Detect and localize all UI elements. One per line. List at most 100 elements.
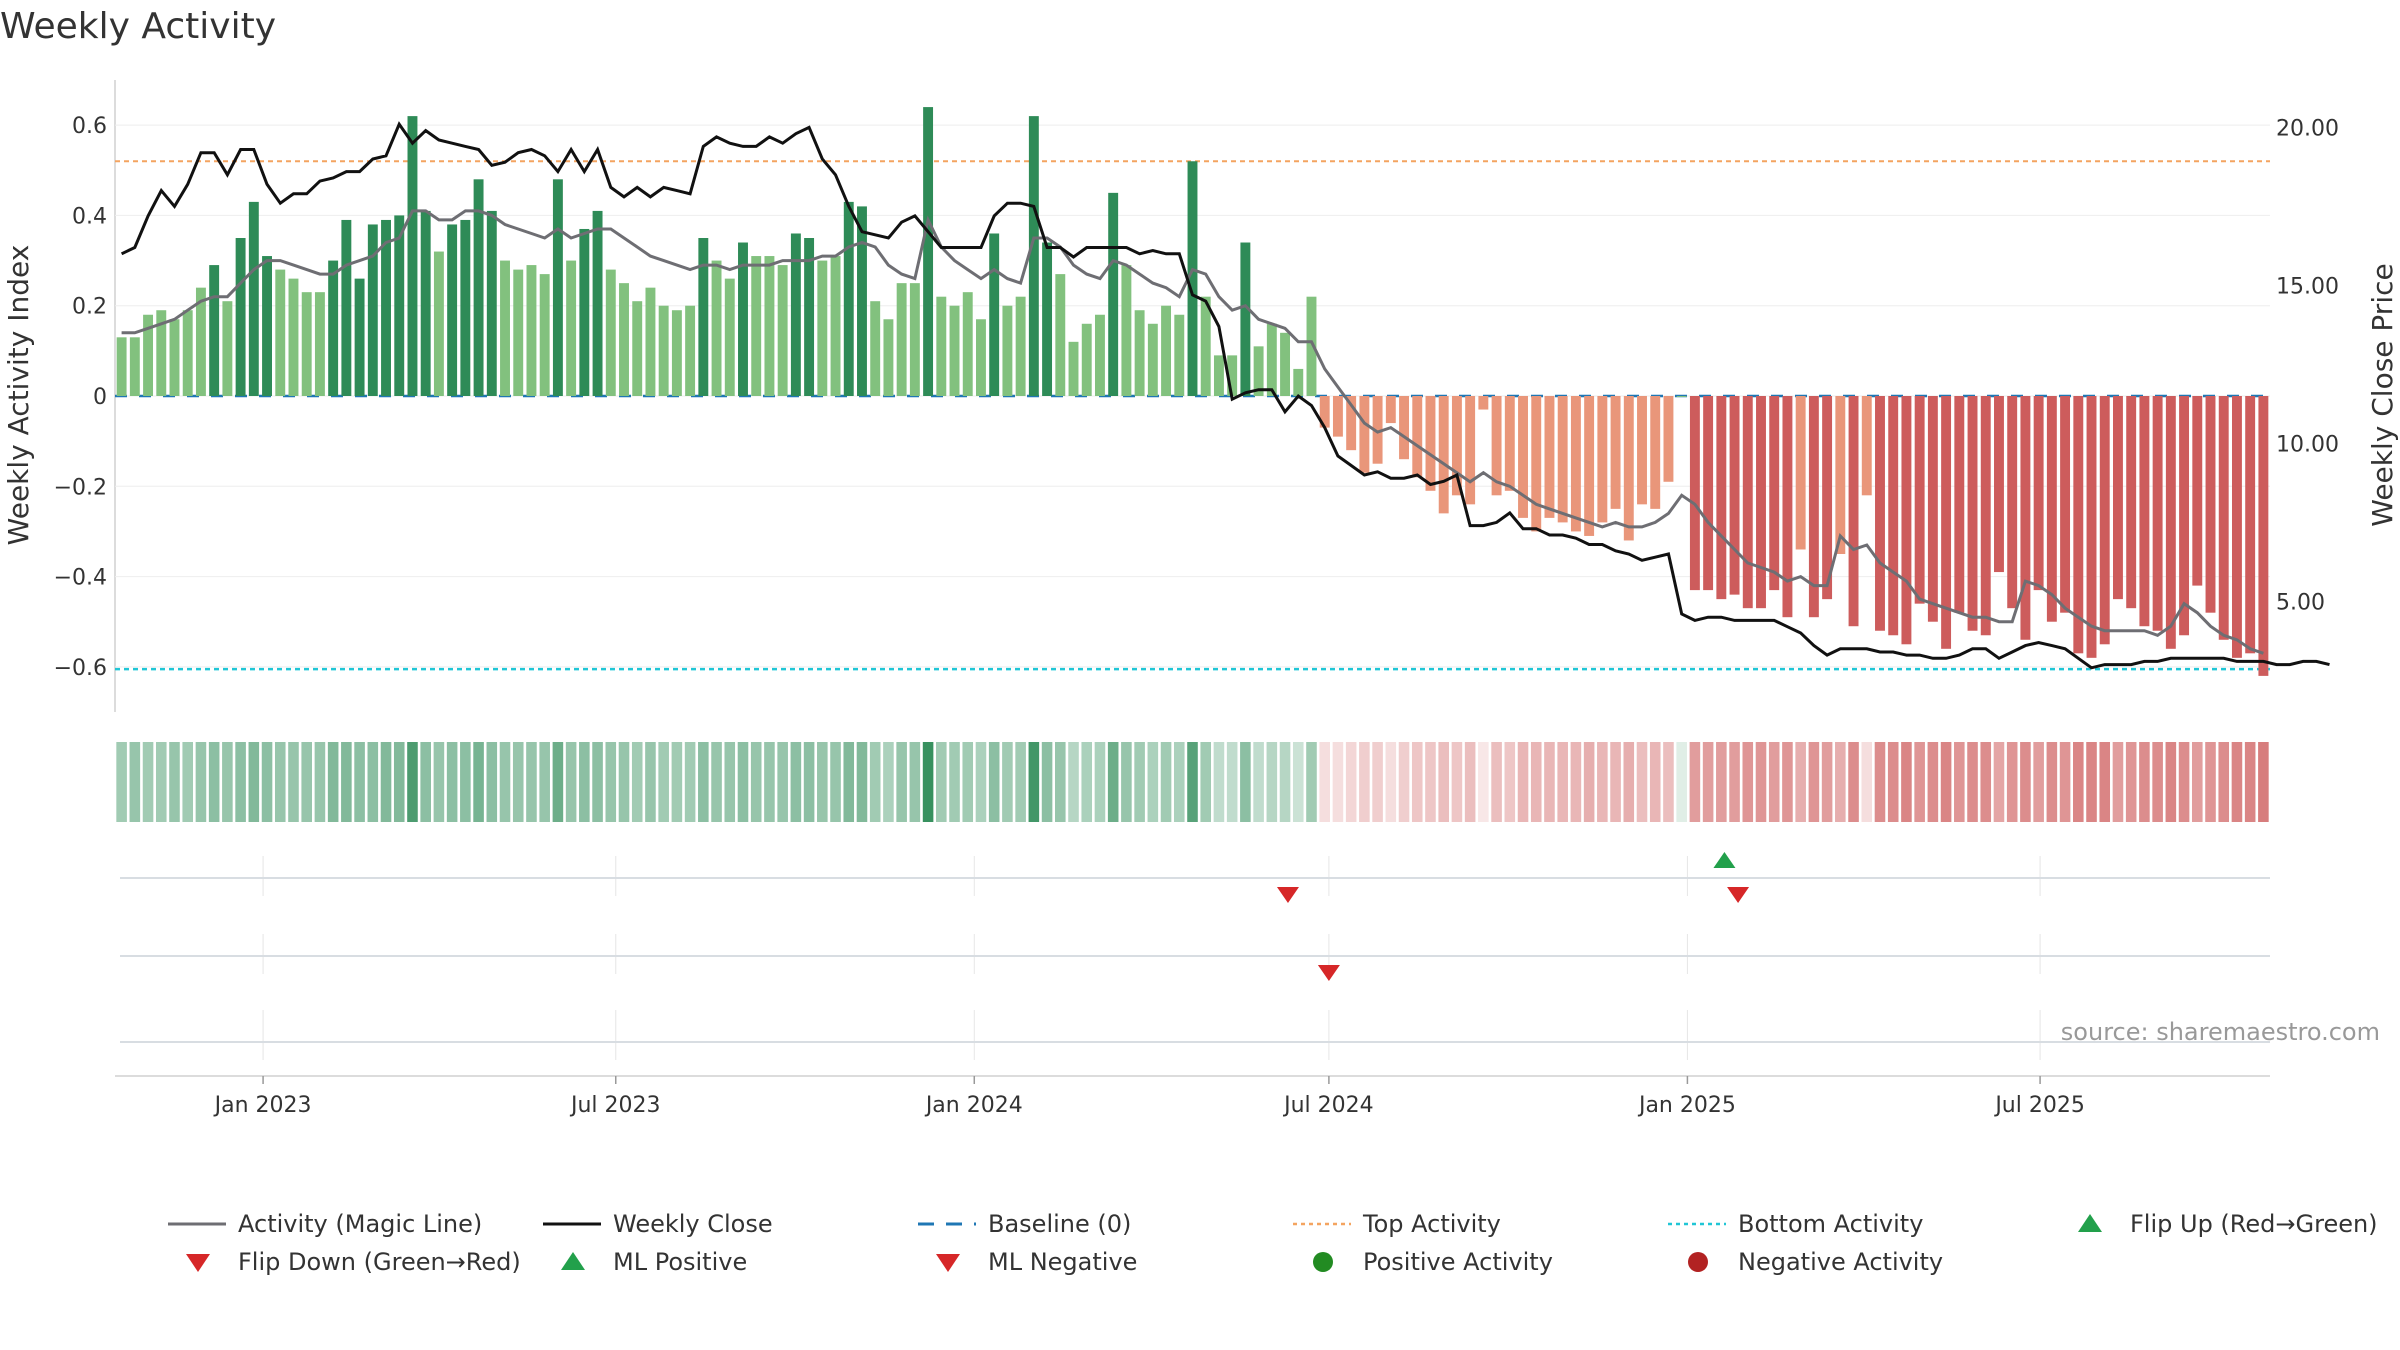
ribbon-cell — [565, 742, 577, 822]
activity-bar — [539, 274, 550, 396]
activity-bar — [1134, 310, 1145, 396]
ribbon-cell — [936, 742, 947, 822]
ribbon-cell — [1081, 742, 1093, 822]
legend-label: Baseline (0) — [988, 1210, 1131, 1238]
ribbon-cell — [1782, 742, 1793, 822]
legend-label: ML Negative — [988, 1248, 1137, 1276]
ribbon-cell — [1147, 742, 1159, 822]
ribbon-cell — [671, 742, 683, 822]
activity-bar — [790, 233, 801, 396]
ribbon-cell — [1914, 742, 1925, 822]
activity-bar — [2165, 396, 2176, 649]
activity-bar — [883, 319, 894, 396]
activity-bar — [1597, 396, 1608, 523]
ribbon-cell — [1200, 742, 1212, 822]
ribbon-cell — [446, 742, 458, 822]
activity-bar — [1306, 296, 1317, 396]
activity-bar — [1861, 396, 1872, 496]
ribbon-cell — [1464, 742, 1476, 822]
legend-label: Negative Activity — [1738, 1248, 1943, 1276]
activity-bar — [976, 319, 986, 396]
ribbon-cell — [869, 742, 881, 822]
legend-swatch — [936, 1254, 960, 1272]
ribbon-cell — [473, 742, 484, 822]
activity-bar — [473, 179, 484, 396]
activity-bar — [1901, 396, 1912, 645]
ribbon-cell — [1504, 742, 1516, 822]
activity-bar — [2179, 396, 2190, 636]
activity-bar — [222, 301, 233, 396]
activity-bar — [1253, 346, 1264, 396]
activity-bar — [513, 269, 524, 396]
ribbon-cell — [724, 742, 736, 822]
activity-bar — [486, 210, 497, 396]
x-tick-label: Jul 2023 — [569, 1093, 661, 1118]
ribbon-cell — [2033, 742, 2044, 822]
activity-bar — [1081, 323, 1092, 396]
ribbon-cell — [235, 742, 246, 822]
y-tick-label: −0.2 — [54, 475, 107, 500]
ribbon-cell — [988, 742, 1000, 822]
activity-bar — [2086, 396, 2097, 658]
activity-bar — [394, 215, 405, 396]
activity-bar — [1346, 396, 1357, 451]
x-tick-label: Jan 2025 — [1637, 1093, 1736, 1118]
activity-bar — [143, 314, 154, 396]
ribbon-cell — [274, 742, 286, 822]
ribbon-cell — [1689, 742, 1701, 822]
ribbon-cell — [354, 742, 365, 822]
activity-bar — [526, 265, 537, 396]
ribbon-cell — [248, 742, 260, 822]
activity-bar — [209, 265, 220, 396]
activity-bar — [1663, 396, 1674, 482]
ribbon-cell — [1544, 742, 1555, 822]
activity-bar — [1650, 396, 1661, 509]
activity-bar — [1359, 396, 1370, 473]
ribbon-cell — [777, 742, 788, 822]
ribbon-cell — [208, 742, 220, 822]
ribbon-cell — [658, 742, 669, 822]
legend-label: Flip Down (Green→Red) — [238, 1248, 521, 1276]
activity-bar — [301, 292, 312, 396]
activity-bar — [1332, 396, 1343, 437]
legend-swatch — [186, 1254, 210, 1272]
ribbon-cell — [1597, 742, 1608, 822]
ribbon-cell — [142, 742, 154, 822]
ribbon-cell — [1663, 742, 1674, 822]
legend-label: Activity (Magic Line) — [238, 1210, 482, 1238]
activity-bar — [936, 296, 947, 396]
ribbon-cell — [1676, 742, 1687, 822]
ribbon-cell — [579, 742, 590, 822]
activity-bar — [407, 116, 418, 396]
activity-bar — [1015, 296, 1026, 396]
ribbon-cell — [1768, 742, 1780, 822]
ribbon-cell — [288, 742, 299, 822]
ribbon-cell — [1438, 742, 1449, 822]
activity-bar — [1438, 396, 1449, 514]
activity-bar — [1994, 396, 2004, 573]
ribbon-cell — [539, 742, 550, 822]
ribbon-cell — [407, 742, 418, 822]
ribbon-cell — [1359, 742, 1370, 822]
ribbon-cell — [420, 742, 431, 822]
activity-bar — [447, 224, 458, 396]
ribbon-cell — [2006, 742, 2018, 822]
ribbon-cell — [512, 742, 524, 822]
activity-bar — [1914, 396, 1925, 604]
activity-bar — [288, 278, 299, 396]
ribbon-cell — [2059, 742, 2071, 822]
ribbon-cell — [1887, 742, 1899, 822]
ribbon-cell — [380, 742, 392, 822]
legend-swatch — [1313, 1252, 1333, 1272]
activity-bar — [1055, 274, 1066, 396]
activity-bar — [1280, 332, 1291, 396]
ribbon-cell — [2258, 742, 2269, 822]
activity-bar — [1637, 396, 1647, 505]
ribbon-cell — [830, 742, 841, 822]
activity-bar — [2258, 396, 2269, 676]
activity-bar — [1121, 265, 1132, 396]
activity-bar — [1927, 396, 1938, 622]
activity-bar — [2033, 396, 2044, 591]
ribbon-cell — [222, 742, 233, 822]
activity-bar — [433, 251, 444, 396]
